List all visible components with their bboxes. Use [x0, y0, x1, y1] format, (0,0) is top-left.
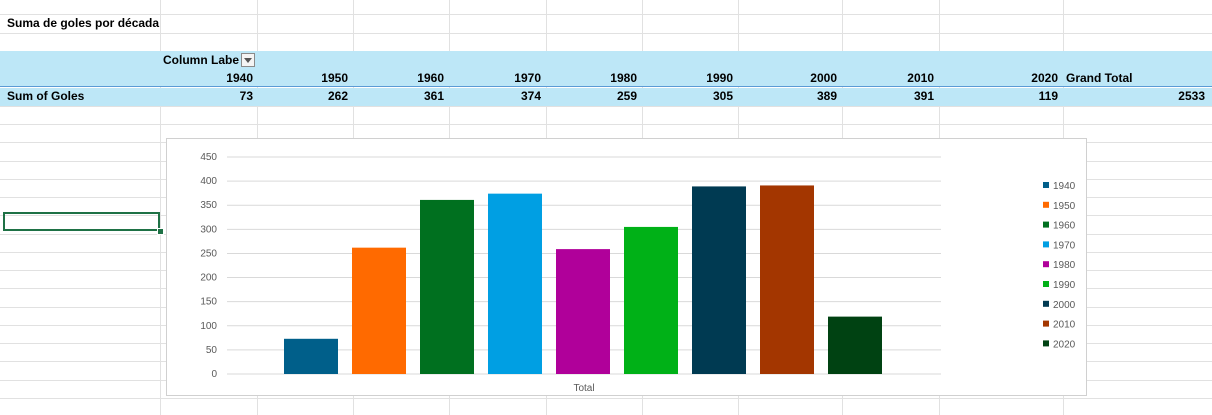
bar-1940[interactable]: [284, 338, 338, 374]
y-tick-100: 100: [200, 321, 217, 332]
legend-swatch-1990: [1043, 281, 1049, 287]
legend-label-2000[interactable]: 2000: [1053, 300, 1076, 311]
sum-value-1990[interactable]: 305: [712, 89, 733, 103]
active-cell-selection[interactable]: [3, 212, 160, 231]
decade-header-1970[interactable]: 1970: [514, 71, 541, 85]
decade-header-2020[interactable]: 2020: [1031, 71, 1058, 85]
legend-swatch-1950: [1043, 201, 1049, 208]
y-tick-0: 0: [211, 369, 217, 380]
bar-1960[interactable]: [420, 199, 474, 374]
bar-1990[interactable]: [624, 226, 678, 374]
legend-label-1990[interactable]: 1990: [1053, 280, 1076, 291]
bar-1980[interactable]: [556, 249, 610, 374]
grand-total-value[interactable]: 2533: [1178, 89, 1205, 103]
y-tick-450: 450: [200, 152, 217, 163]
sum-value-1960[interactable]: 361: [423, 89, 444, 103]
decade-header-1990[interactable]: 1990: [706, 71, 733, 85]
decade-header-1940[interactable]: 1940: [226, 71, 253, 85]
fill-handle[interactable]: [157, 228, 164, 235]
legend-swatch-1970: [1043, 241, 1049, 248]
grand-total-header[interactable]: Grand Total: [1066, 71, 1133, 85]
legend-swatch-2020: [1043, 340, 1049, 347]
bar-1950[interactable]: [352, 247, 406, 374]
column-labels-header[interactable]: Column Labe: [163, 53, 240, 67]
column-labels-filter-dropdown[interactable]: [241, 53, 255, 67]
sum-value-1940[interactable]: 73: [239, 89, 253, 103]
legend-label-1960[interactable]: 1960: [1053, 221, 1076, 232]
legend-swatch-1980: [1043, 261, 1049, 268]
bar-1970[interactable]: [488, 193, 542, 374]
sum-value-1970[interactable]: 374: [520, 89, 541, 103]
sum-value-1950[interactable]: 262: [327, 89, 348, 103]
x-axis-label: Total: [573, 383, 594, 394]
decade-header-1960[interactable]: 1960: [417, 71, 444, 85]
legend-label-1970[interactable]: 1970: [1053, 240, 1076, 251]
legend-label-2020[interactable]: 2020: [1053, 339, 1076, 350]
sum-value-2010[interactable]: 391: [913, 89, 934, 103]
legend-label-1940[interactable]: 1940: [1053, 181, 1076, 192]
y-tick-250: 250: [200, 248, 217, 259]
y-tick-350: 350: [200, 200, 217, 211]
bar-2000[interactable]: [692, 186, 746, 374]
legend-label-1980[interactable]: 1980: [1053, 260, 1076, 271]
decade-header-1950[interactable]: 1950: [321, 71, 348, 85]
sheet-title[interactable]: Suma de goles por década: [7, 16, 160, 30]
bar-2020[interactable]: [828, 316, 882, 374]
legend-label-2010[interactable]: 2010: [1053, 320, 1076, 331]
pivot-header-band: [0, 51, 1212, 87]
y-tick-200: 200: [200, 273, 217, 284]
decade-header-2010[interactable]: 2010: [907, 71, 934, 85]
y-tick-50: 50: [206, 345, 218, 356]
pivot-chart[interactable]: 0 50 100 150 200 250 300 350 400 450 Total 1940 1950…: [166, 138, 1087, 396]
y-tick-400: 400: [200, 176, 217, 187]
y-tick-300: 300: [200, 224, 217, 235]
legend-swatch-1960: [1043, 221, 1049, 228]
sum-value-2020[interactable]: 119: [1038, 89, 1058, 103]
decade-header-2000[interactable]: 2000: [810, 71, 837, 85]
legend-swatch-2000: [1043, 300, 1049, 307]
decade-header-1980[interactable]: 1980: [610, 71, 637, 85]
bar-2010[interactable]: [760, 185, 814, 374]
sum-value-2000[interactable]: 389: [816, 89, 837, 103]
sum-value-1980[interactable]: 259: [616, 89, 637, 103]
row-label-sum-of-goles[interactable]: Sum of Goles: [7, 89, 85, 103]
legend-swatch-2010: [1043, 320, 1049, 327]
legend-swatch-1940: [1043, 182, 1049, 188]
y-tick-150: 150: [200, 297, 217, 308]
pivot-values-band: [0, 88, 1212, 106]
legend-label-1950[interactable]: 1950: [1053, 201, 1076, 212]
